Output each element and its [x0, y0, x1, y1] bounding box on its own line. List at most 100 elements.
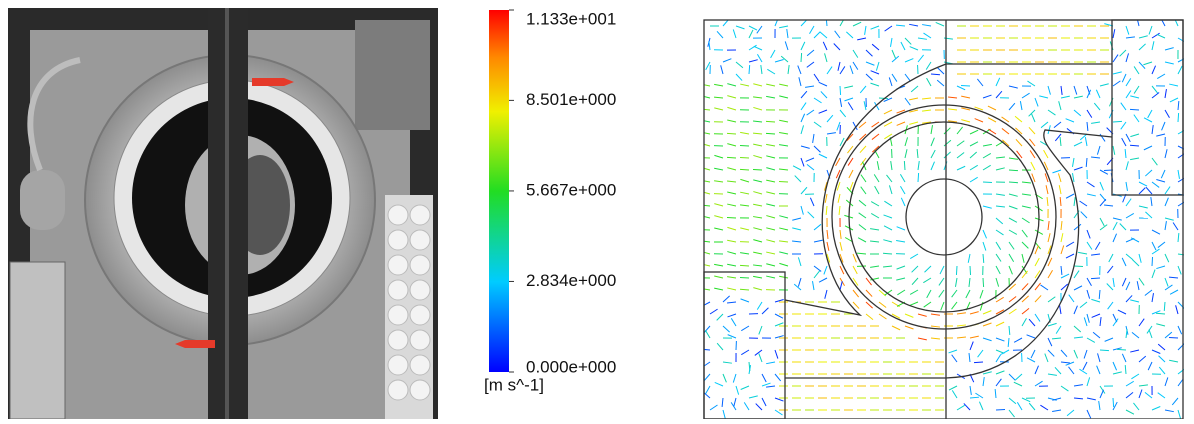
vector	[1048, 323, 1057, 326]
vector	[1048, 125, 1050, 134]
vector	[733, 374, 736, 383]
vector	[813, 134, 814, 143]
vector	[754, 46, 762, 50]
vector	[740, 84, 749, 86]
vector	[988, 106, 996, 110]
vector	[1048, 86, 1050, 95]
vector	[853, 266, 857, 274]
vector	[1113, 218, 1122, 220]
vector	[939, 278, 944, 285]
vector	[1169, 277, 1178, 278]
vector	[1045, 354, 1048, 362]
vector	[931, 74, 940, 75]
vector	[910, 254, 918, 259]
vector	[714, 276, 723, 278]
vector	[766, 204, 775, 206]
vector	[1152, 182, 1159, 187]
vector	[996, 218, 1003, 224]
vector	[1087, 338, 1095, 342]
vector	[896, 240, 905, 242]
vector	[1113, 222, 1117, 230]
vector	[871, 202, 879, 206]
vector	[1009, 398, 1016, 404]
vector	[1008, 338, 1009, 347]
vector	[1152, 257, 1153, 266]
vector	[979, 402, 983, 410]
vector	[1105, 338, 1113, 341]
vector	[931, 338, 940, 339]
vector	[1091, 278, 1100, 279]
vector	[1131, 238, 1139, 242]
vector	[740, 228, 749, 230]
vector	[1133, 260, 1139, 266]
vector	[794, 284, 801, 290]
vector	[964, 403, 970, 410]
vector	[1009, 254, 1014, 262]
vector	[922, 25, 931, 26]
vector	[1126, 37, 1135, 38]
vector	[1035, 283, 1041, 290]
vector	[753, 180, 762, 182]
vector	[957, 313, 966, 314]
vector	[792, 228, 801, 230]
vector	[1022, 206, 1031, 208]
vector	[753, 121, 762, 122]
vector	[701, 252, 710, 254]
vector	[753, 107, 762, 110]
vector	[799, 77, 801, 86]
vector	[706, 62, 710, 70]
vector	[1048, 297, 1055, 302]
vector	[977, 79, 983, 86]
vector	[1067, 410, 1074, 416]
vector	[1074, 271, 1079, 278]
vector	[734, 398, 736, 407]
vector	[853, 50, 858, 58]
vector	[1074, 337, 1083, 338]
vector	[912, 266, 918, 272]
vector	[846, 32, 853, 38]
vector	[827, 133, 836, 134]
vector	[889, 77, 892, 86]
vector	[1009, 86, 1018, 88]
vector	[853, 62, 858, 70]
vector	[727, 240, 736, 242]
vector	[1113, 121, 1122, 122]
vector	[702, 302, 710, 306]
vector	[701, 168, 710, 170]
vector	[819, 278, 827, 282]
vector	[814, 224, 821, 230]
vector	[1158, 344, 1165, 350]
vector	[1145, 392, 1152, 398]
vector	[1165, 218, 1174, 220]
vector	[924, 33, 931, 38]
vector	[820, 32, 827, 38]
vector	[1159, 356, 1165, 362]
vector	[838, 194, 840, 203]
vector	[1092, 314, 1100, 317]
vector	[1126, 26, 1129, 35]
vector	[983, 182, 992, 183]
vector	[1052, 338, 1061, 339]
vector	[1031, 350, 1035, 358]
vector	[948, 97, 957, 98]
vector	[957, 86, 965, 90]
vector	[1074, 306, 1077, 314]
vector	[749, 65, 750, 74]
vector	[759, 326, 762, 334]
vector	[701, 144, 710, 146]
vector	[901, 42, 905, 50]
vector	[866, 50, 872, 56]
vector	[983, 144, 992, 146]
vector	[1014, 338, 1022, 342]
vector	[753, 228, 762, 230]
vector	[807, 110, 814, 115]
vector	[766, 121, 775, 122]
vector	[1099, 401, 1100, 410]
vector	[996, 168, 1005, 170]
vector	[1061, 245, 1064, 254]
vector	[714, 168, 723, 170]
vector	[721, 65, 723, 74]
vector	[1122, 258, 1126, 266]
vector	[905, 38, 911, 44]
vector	[1126, 53, 1129, 62]
